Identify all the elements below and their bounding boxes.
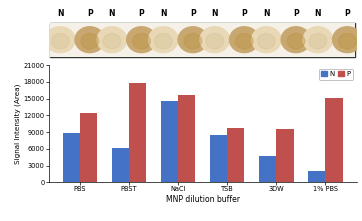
Ellipse shape: [206, 33, 224, 49]
Bar: [80, 113, 97, 182]
Text: P: P: [87, 9, 93, 18]
Ellipse shape: [281, 27, 311, 53]
Text: N: N: [160, 9, 167, 18]
FancyBboxPatch shape: [50, 23, 355, 57]
Text: N: N: [57, 9, 63, 18]
Y-axis label: Signal Intensity (Area): Signal Intensity (Area): [14, 84, 21, 164]
Bar: [161, 101, 178, 182]
Ellipse shape: [155, 33, 172, 49]
Ellipse shape: [252, 27, 281, 53]
Text: P: P: [190, 9, 196, 18]
Ellipse shape: [333, 27, 362, 53]
Text: P: P: [241, 9, 247, 18]
Ellipse shape: [51, 33, 69, 49]
Bar: [63, 133, 80, 182]
Ellipse shape: [303, 27, 333, 53]
Ellipse shape: [178, 27, 208, 53]
Text: N: N: [109, 9, 115, 18]
Ellipse shape: [148, 27, 178, 53]
Text: N: N: [263, 9, 270, 18]
Ellipse shape: [338, 33, 356, 49]
Text: P: P: [139, 9, 144, 18]
Bar: [178, 95, 195, 182]
Bar: [112, 148, 129, 182]
Ellipse shape: [200, 27, 230, 53]
Text: P: P: [293, 9, 299, 18]
Ellipse shape: [309, 33, 327, 49]
FancyBboxPatch shape: [50, 23, 355, 57]
Bar: [325, 98, 342, 182]
Bar: [129, 83, 146, 182]
Ellipse shape: [103, 33, 121, 49]
Ellipse shape: [75, 27, 105, 53]
Bar: [227, 128, 244, 182]
Text: N: N: [211, 9, 218, 18]
Bar: [210, 135, 227, 182]
Ellipse shape: [127, 27, 156, 53]
Bar: [308, 171, 325, 182]
Ellipse shape: [81, 33, 99, 49]
X-axis label: MNP dilution buffer: MNP dilution buffer: [166, 195, 240, 204]
Ellipse shape: [132, 33, 150, 49]
Ellipse shape: [235, 33, 253, 49]
Ellipse shape: [257, 33, 275, 49]
Ellipse shape: [287, 33, 305, 49]
Text: P: P: [345, 9, 350, 18]
Ellipse shape: [46, 27, 75, 53]
Bar: [259, 156, 276, 182]
Legend: N, P: N, P: [319, 69, 353, 80]
Ellipse shape: [184, 33, 202, 49]
Ellipse shape: [97, 27, 127, 53]
Bar: [276, 129, 294, 182]
Text: N: N: [315, 9, 321, 18]
Ellipse shape: [230, 27, 259, 53]
